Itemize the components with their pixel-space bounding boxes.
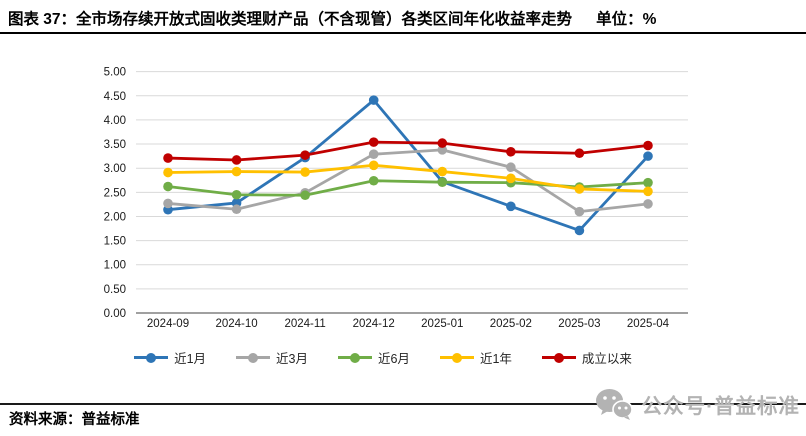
y-axis-label: 2.50	[104, 187, 126, 199]
watermark-text: 公众号·普益标准	[641, 395, 800, 418]
legend-label-recent-1y: 近1年	[479, 352, 512, 366]
chart-legend: 近1月 近3月 近6月 近1年 成立以来	[0, 348, 806, 367]
legend-label-recent-1m: 近1月	[174, 352, 207, 366]
x-axis-label: 2025-03	[558, 318, 600, 330]
legend-marker-recent-1y	[439, 352, 474, 363]
data-point-recent-1y	[231, 166, 242, 177]
data-point-recent-1m	[643, 151, 653, 161]
x-axis-label: 2024-11	[284, 318, 325, 330]
legend-label-recent-6m: 近6月	[377, 352, 410, 366]
y-axis-label: 4.00	[104, 115, 126, 127]
unit-label: 单位：%	[596, 11, 657, 28]
legend-item-recent-1m: 近1月	[134, 348, 206, 367]
data-point-recent-1y	[300, 167, 310, 177]
data-point-recent-6m	[231, 189, 242, 200]
data-point-since-inception	[300, 150, 310, 160]
legend-marker-recent-3m	[236, 352, 271, 363]
data-point-since-inception	[163, 153, 173, 163]
data-point-recent-1y	[163, 167, 173, 178]
title-divider	[0, 32, 806, 34]
data-point-since-inception	[231, 155, 242, 165]
source-label: 资料来源：普益标准	[9, 412, 140, 428]
data-point-since-inception	[574, 148, 585, 159]
wechat-icon	[595, 389, 633, 420]
data-point-recent-1m	[506, 201, 516, 212]
x-axis-label: 2024-09	[147, 318, 189, 330]
data-point-since-inception	[368, 137, 379, 147]
data-point-recent-1m	[368, 95, 379, 105]
series-line-since-inception	[166, 140, 650, 162]
legend-label-recent-3m: 近3月	[276, 352, 308, 366]
data-point-recent-6m	[300, 190, 310, 201]
data-point-recent-1y	[368, 160, 379, 171]
data-point-recent-6m	[437, 177, 448, 187]
data-point-recent-3m	[368, 149, 379, 159]
legend-item-since-inception: 成立以来	[541, 348, 632, 367]
y-axis-label: 3.00	[104, 163, 126, 175]
figure-title: 图表 37：全市场存续开放式固收类理财产品（不含现管）各类区间年化收益率走势	[8, 11, 573, 28]
data-point-recent-1y	[437, 166, 448, 177]
legend-item-recent-6m: 近6月	[337, 348, 410, 367]
figure-title-row: 图表 37：全市场存续开放式固收类理财产品（不含现管）各类区间年化收益率走势 单…	[8, 7, 802, 29]
y-axis-label: 5.00	[104, 67, 126, 79]
y-axis-label: 4.50	[104, 91, 126, 103]
data-point-recent-3m	[437, 145, 448, 155]
y-axis-label: 0.50	[104, 284, 126, 296]
data-point-recent-3m	[231, 204, 242, 215]
data-point-since-inception	[437, 138, 448, 148]
data-point-recent-1y	[574, 184, 585, 194]
data-point-recent-3m	[574, 206, 585, 217]
x-axis-label: 2025-04	[627, 318, 670, 330]
data-point-recent-1y	[506, 173, 516, 184]
y-axis-label: 2.00	[104, 211, 126, 223]
series-line-recent-1y	[166, 163, 650, 193]
y-axis-label: 3.50	[104, 139, 126, 151]
line-chart: 5.00 4.50 4.00 3.50 3.00 2.50 2.00 1.50 1.00 0.50…	[104, 67, 688, 330]
data-point-recent-3m	[506, 162, 516, 173]
data-point-recent-6m	[163, 181, 173, 192]
wechat-watermark: 公众号·普益标准	[595, 386, 800, 422]
data-point-since-inception	[643, 140, 653, 151]
legend-label-since-inception: 成立以来	[581, 352, 632, 366]
y-axis-label: 1.00	[104, 260, 126, 272]
legend-item-recent-3m: 近3月	[236, 348, 308, 367]
series-line-recent-3m	[166, 148, 650, 214]
footer-divider	[0, 403, 806, 405]
x-axis-label: 2024-12	[353, 318, 395, 330]
data-point-recent-3m	[163, 198, 173, 209]
legend-marker-recent-6m	[337, 352, 372, 363]
data-point-since-inception	[506, 146, 516, 157]
data-point-recent-6m	[368, 175, 379, 186]
legend-marker-recent-1m	[134, 352, 169, 363]
y-axis-label: 0.00	[104, 308, 126, 320]
legend-item-recent-1y: 近1年	[439, 348, 512, 367]
x-axis-label: 2025-01	[421, 318, 463, 330]
y-axis-label: 1.50	[104, 236, 126, 248]
x-axis-label: 2025-02	[490, 318, 532, 330]
legend-marker-since-inception	[541, 352, 576, 363]
x-axis-label: 2024-10	[215, 318, 257, 330]
data-point-recent-3m	[643, 199, 653, 209]
data-point-recent-1y	[643, 186, 653, 197]
data-point-recent-1m	[574, 225, 585, 236]
data-point-recent-6m	[643, 177, 653, 188]
